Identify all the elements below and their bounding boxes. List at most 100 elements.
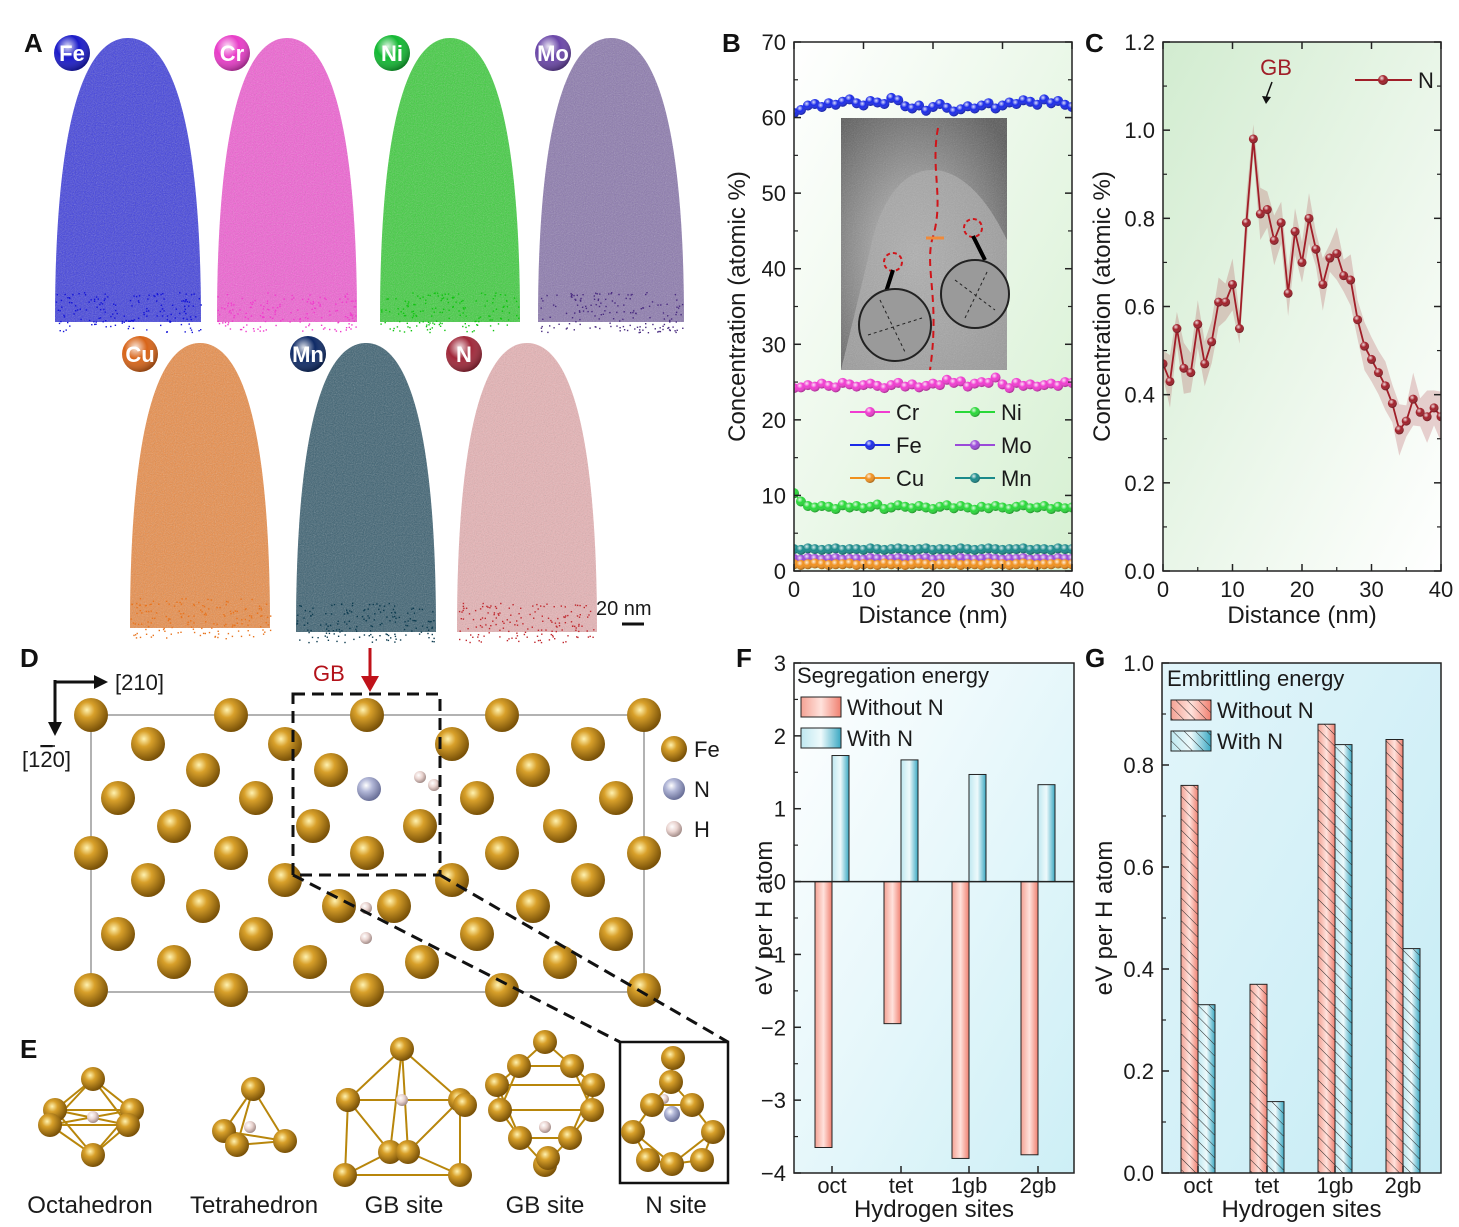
fe-atom bbox=[571, 863, 605, 897]
gb-arrow-head bbox=[361, 676, 379, 692]
fe-atom bbox=[507, 1054, 531, 1078]
y-tick-label: 0.0 bbox=[1123, 1161, 1154, 1186]
fe-atom bbox=[239, 781, 273, 815]
bar-with-n-tet bbox=[900, 759, 919, 883]
gb-site-2 bbox=[485, 1030, 605, 1177]
legend-label: Mn bbox=[1001, 466, 1032, 491]
element-label-shine bbox=[535, 35, 571, 71]
y-direction-arrowhead bbox=[48, 722, 62, 736]
fe-atom bbox=[116, 1113, 140, 1137]
y-tick-label: −1 bbox=[761, 942, 786, 967]
fe-atom bbox=[405, 945, 439, 979]
zoom-box bbox=[291, 692, 442, 877]
panel-letter-d: D bbox=[20, 643, 39, 673]
element-label-text: Cr bbox=[220, 41, 245, 66]
fe-atom bbox=[350, 836, 384, 870]
fe-atom bbox=[621, 1120, 645, 1144]
bar-with-n-2gb bbox=[1037, 784, 1056, 883]
fe-atom bbox=[350, 973, 384, 1007]
series-ni bbox=[794, 488, 1072, 515]
fe-atom bbox=[661, 1046, 685, 1070]
legend-label: Fe bbox=[896, 433, 922, 458]
fe-atom bbox=[485, 836, 519, 870]
bars bbox=[814, 755, 1056, 1159]
fe-atom bbox=[533, 1030, 557, 1054]
atom-map-ni bbox=[380, 38, 520, 334]
y-tick-label: 1.0 bbox=[1124, 118, 1155, 143]
bar-hatch bbox=[1318, 724, 1335, 1173]
bar-hatch bbox=[1267, 1101, 1284, 1173]
bar-with-n-oct bbox=[831, 755, 850, 883]
fe-atom bbox=[268, 863, 302, 897]
atom-map-points bbox=[458, 602, 595, 644]
legend-item-fe: Fe bbox=[850, 433, 922, 458]
fe-atom bbox=[435, 727, 469, 761]
series-fe bbox=[794, 92, 1072, 119]
fe-atom bbox=[453, 1093, 477, 1117]
x-direction-label: [210] bbox=[115, 670, 164, 695]
legend-label: With N bbox=[847, 726, 913, 751]
diffraction-pattern-right bbox=[940, 259, 1010, 329]
diffraction-line bbox=[964, 269, 989, 319]
atom-map-points bbox=[55, 292, 202, 334]
atom-map-texture bbox=[380, 38, 520, 322]
x-tick-label-oct: oct bbox=[817, 1173, 846, 1198]
bar-hatch bbox=[1250, 984, 1267, 1173]
fe-atom bbox=[571, 727, 605, 761]
fe-atom bbox=[543, 945, 577, 979]
fe-atom bbox=[322, 889, 356, 923]
y-tick-label: 0.6 bbox=[1124, 295, 1155, 320]
legend-label: Mo bbox=[1001, 433, 1032, 458]
legend-hatch bbox=[1171, 700, 1211, 720]
fe-atom bbox=[101, 781, 135, 815]
x-direction-arrowhead bbox=[94, 675, 108, 689]
element-label-shine bbox=[214, 35, 250, 71]
y-tick-label: −3 bbox=[761, 1088, 786, 1113]
atom-map-mn bbox=[296, 343, 436, 644]
octahedron-site bbox=[38, 1067, 144, 1167]
x-tick-label: 10 bbox=[1220, 577, 1244, 602]
legend-hatch bbox=[1171, 731, 1211, 751]
atom-map-points bbox=[540, 292, 684, 334]
bar-without-n-tet bbox=[883, 881, 902, 1025]
grain-boundary-line bbox=[929, 127, 939, 371]
site-label-3: GB site bbox=[506, 1192, 585, 1219]
fe-atom bbox=[636, 1148, 660, 1172]
legend-item-mo: Mo bbox=[955, 433, 1032, 458]
y-tick-label: 60 bbox=[762, 106, 786, 131]
fe-atom bbox=[435, 863, 469, 897]
fe-atom bbox=[293, 945, 327, 979]
x-tick-label-tet: tet bbox=[889, 1173, 913, 1198]
n-site bbox=[621, 1046, 725, 1176]
h-atom bbox=[396, 1094, 408, 1106]
y-tick-label: 0.4 bbox=[1123, 957, 1154, 982]
element-label-text: N bbox=[456, 342, 472, 367]
site-label-0: Octahedron bbox=[27, 1192, 152, 1219]
h-atom bbox=[428, 779, 440, 791]
gb-label: GB bbox=[313, 661, 345, 686]
fe-atom bbox=[448, 1163, 472, 1187]
y-tick-label: 0.2 bbox=[1124, 471, 1155, 496]
atom-map-points bbox=[217, 292, 357, 333]
element-label-text: Ni bbox=[381, 41, 403, 66]
fe-atom bbox=[627, 698, 661, 732]
x-tick-label: 30 bbox=[1359, 577, 1383, 602]
element-label-text: Mo bbox=[537, 41, 569, 66]
y-direction-label: [120] bbox=[22, 747, 71, 772]
bar-with-n-1gb bbox=[968, 773, 987, 883]
h-atom bbox=[87, 1111, 99, 1123]
fe-atom bbox=[314, 753, 348, 787]
atom-map-points bbox=[296, 602, 435, 644]
legend-item-n: N bbox=[663, 777, 710, 802]
element-label-ni: Ni bbox=[374, 35, 410, 71]
y-tick-label: 70 bbox=[762, 30, 786, 55]
fe-atom bbox=[241, 1077, 265, 1101]
fe-atom bbox=[485, 698, 519, 732]
chart-b: Cr Ni Fe Mo Cu Mn 0 10 20 30 40 50 60 70 0 10 20 30 40 Dist… bbox=[724, 30, 1084, 629]
fe-atom bbox=[336, 1088, 360, 1112]
x-tick-label: 10 bbox=[851, 577, 875, 602]
fe-atom bbox=[599, 781, 633, 815]
fe-atom bbox=[131, 727, 165, 761]
fe-atom bbox=[516, 889, 550, 923]
y-tick-label: 50 bbox=[762, 181, 786, 206]
